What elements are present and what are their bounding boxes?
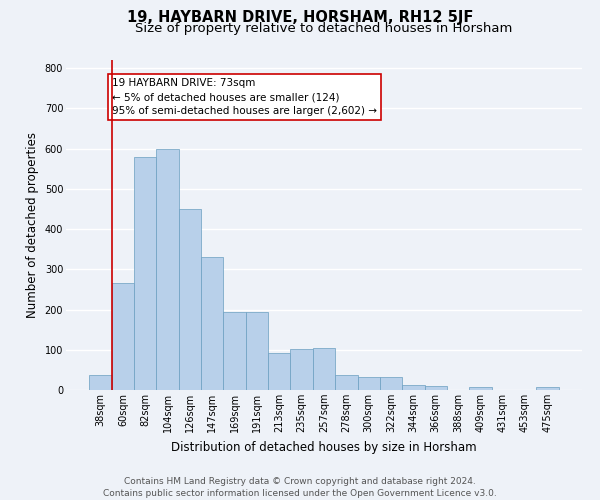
Bar	[402, 385, 425, 390]
Bar	[313, 348, 335, 390]
Bar	[358, 377, 380, 390]
Bar	[246, 312, 268, 390]
Title: Size of property relative to detached houses in Horsham: Size of property relative to detached ho…	[136, 22, 512, 35]
Text: 19 HAYBARN DRIVE: 73sqm
← 5% of detached houses are smaller (124)
95% of semi-de: 19 HAYBARN DRIVE: 73sqm ← 5% of detached…	[112, 78, 377, 116]
Text: 19, HAYBARN DRIVE, HORSHAM, RH12 5JF: 19, HAYBARN DRIVE, HORSHAM, RH12 5JF	[127, 10, 473, 25]
Y-axis label: Number of detached properties: Number of detached properties	[26, 132, 39, 318]
Bar	[157, 148, 179, 390]
Bar	[134, 156, 157, 390]
Bar	[335, 374, 358, 390]
Bar	[89, 374, 112, 390]
Bar	[425, 386, 447, 390]
Bar	[223, 312, 246, 390]
Bar	[201, 257, 223, 390]
Text: Contains HM Land Registry data © Crown copyright and database right 2024.
Contai: Contains HM Land Registry data © Crown c…	[103, 476, 497, 498]
Bar	[112, 284, 134, 390]
Bar	[179, 209, 201, 390]
Bar	[268, 353, 290, 390]
Bar	[536, 387, 559, 390]
Bar	[469, 387, 491, 390]
X-axis label: Distribution of detached houses by size in Horsham: Distribution of detached houses by size …	[171, 440, 477, 454]
Bar	[290, 348, 313, 390]
Bar	[380, 377, 402, 390]
